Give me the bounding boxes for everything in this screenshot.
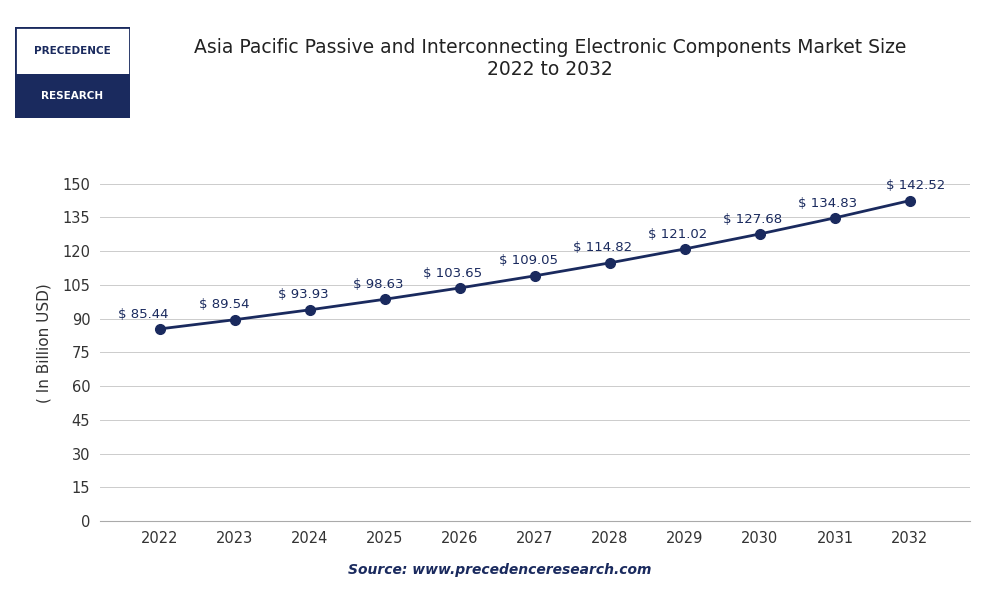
Text: Asia Pacific Passive and Interconnecting Electronic Components Market Size
2022 : Asia Pacific Passive and Interconnecting… [194,38,906,79]
Text: $ 121.02: $ 121.02 [648,227,708,240]
Text: $ 93.93: $ 93.93 [278,288,328,301]
Text: $ 142.52: $ 142.52 [886,179,945,192]
Text: $ 109.05: $ 109.05 [499,255,558,268]
Text: $ 98.63: $ 98.63 [353,278,403,291]
Y-axis label: ( In Billion USD): ( In Billion USD) [36,284,51,403]
Text: $ 127.68: $ 127.68 [723,213,783,226]
Text: RESEARCH: RESEARCH [41,91,104,101]
FancyBboxPatch shape [15,27,130,118]
Bar [15,75,130,118]
Text: $ 85.44: $ 85.44 [118,308,169,320]
Text: Source: www.precedenceresearch.com: Source: www.precedenceresearch.com [348,563,652,577]
Text: $ 89.54: $ 89.54 [199,298,249,311]
Text: $ 103.65: $ 103.65 [423,266,483,279]
Text: $ 114.82: $ 114.82 [573,242,633,255]
Text: PRECEDENCE: PRECEDENCE [34,46,111,56]
Text: $ 134.83: $ 134.83 [798,197,858,210]
